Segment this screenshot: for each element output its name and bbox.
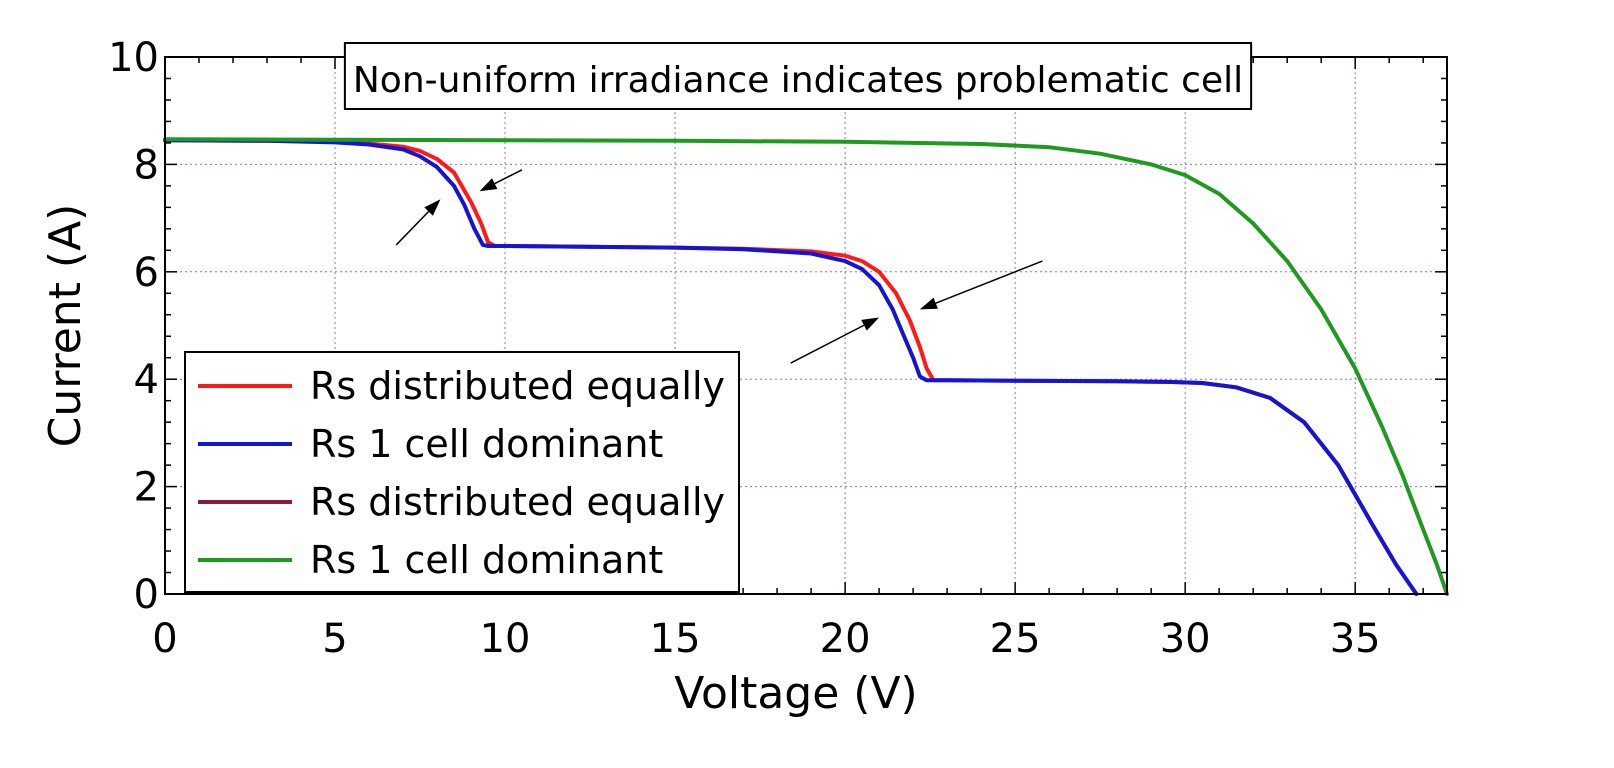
x-tick-label: 20 — [820, 616, 871, 662]
y-tick-label: 8 — [134, 142, 159, 188]
x-tick-label: 10 — [480, 616, 531, 662]
x-tick-label: 0 — [152, 616, 177, 662]
legend-items: Rs distributed equally Rs 1 cell dominant… — [198, 364, 725, 582]
x-tick-label: 15 — [650, 616, 701, 662]
series-line-4 — [163, 137, 1449, 596]
x-tick-labels: 0 5 10 15 20 25 30 35 — [152, 616, 1380, 662]
x-tick-label: 30 — [1160, 616, 1211, 662]
title-frame — [343, 42, 1253, 110]
y-tick-label: 10 — [108, 35, 159, 81]
y-tick-label: 6 — [134, 250, 159, 296]
y-tick-label: 2 — [134, 465, 159, 511]
legend: Rs distributed equally Rs 1 cell dominant… — [184, 351, 740, 593]
annotation-arrow-line — [790, 324, 865, 364]
legend-frame — [184, 351, 740, 593]
annotation-arrow-line — [395, 210, 430, 246]
gridlines — [165, 57, 1447, 594]
legend-label: Rs distributed equally — [310, 480, 725, 524]
chart-title-box: Non-uniform irradiance indicates problem… — [343, 42, 1253, 110]
annotation-arrows — [395, 169, 1043, 364]
x-tick-label: 5 — [322, 616, 347, 662]
chart-title: Non-uniform irradiance indicates problem… — [353, 60, 1243, 101]
x-tick-label: 35 — [1330, 616, 1381, 662]
x-axis-title: Voltage (V) — [674, 668, 917, 719]
y-axis-title: Current (A) — [40, 204, 91, 448]
annotation-arrow-head — [861, 317, 880, 331]
legend-label: Rs distributed equally — [310, 364, 725, 408]
y-tick-label: 4 — [134, 357, 159, 403]
annotation-arrow-line — [935, 260, 1043, 304]
annotation-arrow-head — [919, 297, 938, 310]
legend-label: Rs 1 cell dominant — [310, 538, 663, 582]
annotation-arrow-head — [479, 178, 498, 192]
x-tick-label: 25 — [990, 616, 1041, 662]
series-lines — [163, 137, 1449, 596]
annotation-arrow-line — [494, 169, 523, 185]
y-tick-label: 0 — [134, 572, 159, 618]
y-tick-labels: 0 2 4 6 8 10 — [108, 35, 159, 618]
annotation-arrow-head — [424, 199, 441, 216]
series-line-2 — [163, 138, 1419, 596]
legend-label: Rs 1 cell dominant — [310, 422, 663, 466]
